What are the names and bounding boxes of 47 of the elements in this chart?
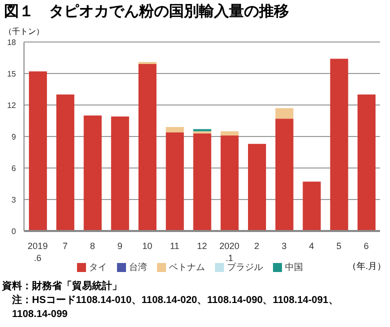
bar (166, 127, 184, 132)
x-tick-label: 6 (364, 241, 369, 251)
legend-label: ブラジル (227, 261, 263, 274)
x-tick-label: 4 (309, 241, 314, 251)
y-tick-label: 12 (7, 100, 17, 110)
text: 注：HSコード1108.14-010、1108.14-020、1108.14-090、1108.14-091、1108.14-099 (11, 294, 340, 322)
bar (220, 135, 239, 231)
bar (248, 144, 266, 231)
y-axis-title: （千トン） (4, 26, 44, 37)
x-tick-label: 11 (170, 241, 180, 251)
x-tick-label: 8 (90, 241, 95, 251)
y-tick-label: 6 (12, 164, 17, 173)
chart-title: 図１ タピオカでん粉の国別輸入量の推移 (4, 2, 289, 21)
x-axis-title: （年.月） (347, 260, 386, 273)
bar (84, 116, 102, 231)
legend-label: 中国 (285, 261, 303, 274)
y-tick-label: 9 (12, 132, 17, 142)
legend-label: ベトナム (169, 261, 205, 274)
legend-label: タイ (89, 261, 107, 274)
bar (138, 62, 156, 64)
x-tick-label: 3 (282, 241, 287, 251)
y-tick-label: 0 (12, 226, 17, 236)
bar (56, 94, 74, 231)
x-tick-label: 2019 .6 (28, 241, 48, 263)
bar (358, 94, 376, 231)
bar (166, 132, 184, 231)
y-tick-label: 18 (7, 38, 17, 47)
legend-label: 台湾 (129, 261, 147, 274)
bar (275, 118, 294, 231)
bar (275, 108, 294, 119)
y-tick-label: 3 (12, 195, 17, 204)
text: 資料：財務省「貿易統計」 (2, 280, 123, 294)
y-tick-label: 15 (7, 69, 17, 78)
bar (138, 64, 156, 231)
x-tick-label: 2020 .1 (219, 241, 240, 263)
x-tick-label: 7 (62, 241, 68, 251)
bar (111, 116, 130, 231)
x-tick-label: 9 (117, 241, 122, 251)
bar (220, 131, 239, 136)
bar (193, 133, 212, 231)
bar (330, 58, 348, 231)
x-tick-label: 10 (142, 241, 152, 251)
bar (302, 182, 321, 231)
x-tick-label: 2 (254, 241, 260, 251)
bar (28, 71, 47, 231)
x-tick-label: 12 (196, 241, 208, 251)
x-tick-label: 5 (336, 241, 342, 251)
